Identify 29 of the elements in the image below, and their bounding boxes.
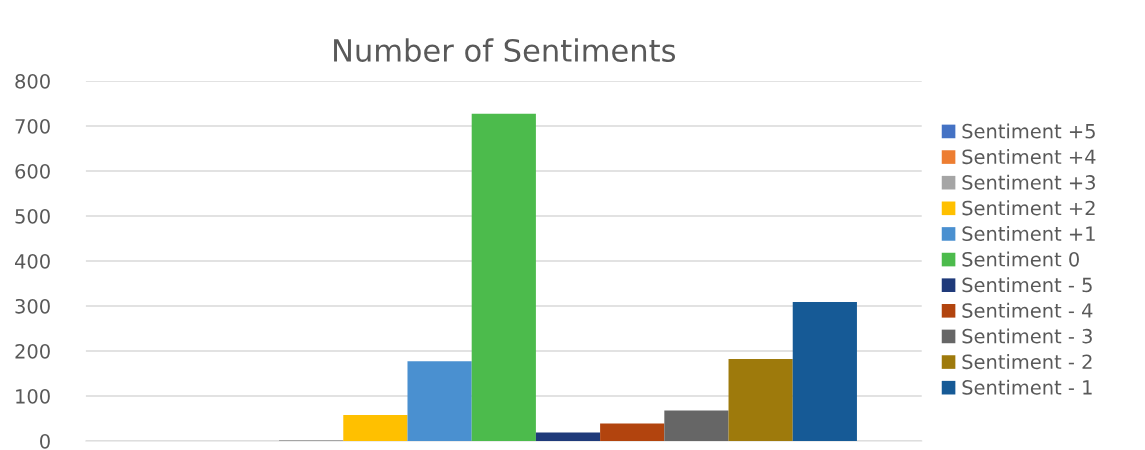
bar: [664, 410, 729, 441]
bar: [728, 359, 793, 441]
y-tick-label: 0: [40, 433, 50, 449]
legend-label: Sentiment 0: [962, 251, 1079, 267]
legend-label: Sentiment - 4: [962, 302, 1093, 318]
legend-label: Sentiment - 2: [962, 354, 1092, 370]
legend-label: Sentiment +4: [962, 149, 1096, 165]
legend-label: Sentiment - 1: [962, 379, 1092, 395]
y-tick-label: 500: [15, 208, 50, 224]
legend-label: Sentiment +2: [962, 200, 1095, 216]
legend-label: Sentiment +1: [962, 225, 1095, 242]
legend-label: Sentiment +3: [962, 174, 1095, 190]
legend-label: Sentiment +5: [962, 123, 1095, 139]
y-tick-label: 700: [15, 118, 50, 134]
bar: [343, 414, 408, 441]
bar: [471, 113, 536, 441]
bar: [600, 423, 665, 441]
bar: [407, 361, 472, 441]
y-tick-label: 300: [15, 298, 50, 314]
legend-label: Sentiment - 5: [962, 277, 1092, 293]
bar: [535, 432, 601, 441]
chart-title: Number of Sentiments: [334, 38, 676, 62]
bar: [792, 301, 857, 441]
y-tick-label: 600: [15, 163, 50, 179]
y-tick-label: 800: [15, 73, 50, 89]
legend-label: Sentiment - 3: [962, 328, 1092, 344]
y-tick-label: 400: [14, 253, 50, 269]
y-tick-label: 200: [15, 343, 50, 359]
y-tick-label: 100: [16, 388, 50, 404]
